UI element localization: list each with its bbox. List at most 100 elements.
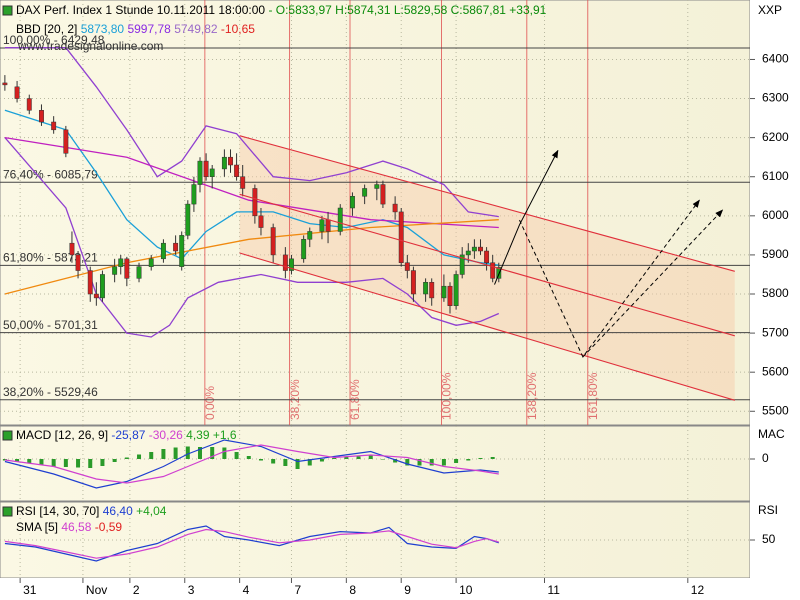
- reading: +1,6: [213, 428, 237, 442]
- histogram-bar: [149, 452, 154, 459]
- price-axis-area: [750, 0, 800, 600]
- reading: 46,40: [103, 504, 133, 518]
- time-level-label: 100,00%: [440, 372, 454, 420]
- header-text: BBD [20, 2] 5873,80 5997,78 5749,82 -10,…: [16, 22, 255, 36]
- candle-body: [429, 282, 435, 299]
- candle-body: [471, 246, 477, 252]
- candle-body: [112, 266, 118, 275]
- axis-label: XXP: [758, 3, 782, 17]
- histogram-bar: [2, 459, 7, 461]
- candle-body: [51, 121, 57, 131]
- panel-header: MACD [12, 26, 9] -25,87 -30,26 4,39 +1,6: [16, 428, 237, 442]
- candle-body: [301, 239, 307, 260]
- candle-body: [203, 160, 209, 177]
- header-text: DAX Perf. Index 1 Stunde 10.11.2011 18:0…: [16, 3, 547, 17]
- reading: 46,58: [61, 520, 91, 534]
- candle-body: [173, 242, 179, 252]
- indicator-line: [4, 47, 499, 218]
- histogram-bar: [173, 447, 178, 459]
- candle-body: [228, 156, 233, 166]
- x-tick-label: 7: [294, 583, 301, 597]
- arrow: [582, 209, 724, 358]
- histogram-bar: [234, 452, 239, 459]
- candle-body: [93, 293, 99, 299]
- y-tick-label: 50: [762, 532, 776, 546]
- fib-label: 76,40% - 6085,79: [3, 167, 98, 181]
- candle-body: [39, 110, 44, 123]
- x-tick-label: 9: [404, 583, 411, 597]
- candle-body: [392, 203, 398, 213]
- y-tick-label: 6300: [762, 91, 789, 105]
- y-tick-label: 6000: [762, 208, 789, 222]
- candle-body: [2, 82, 8, 86]
- histogram-bar: [137, 454, 142, 459]
- histogram-bar: [222, 447, 227, 459]
- axis-label: MAC: [758, 427, 785, 441]
- x-tick-label: 31: [23, 583, 37, 597]
- candle-body: [69, 242, 75, 256]
- reading: -25,87: [111, 428, 145, 442]
- time-axis-area: [0, 578, 750, 600]
- y-tick-label: 6400: [762, 52, 789, 66]
- candle-body: [270, 227, 276, 256]
- candle-body: [496, 267, 502, 279]
- channel-line: [239, 193, 735, 337]
- y-tick-label: 5500: [762, 403, 789, 417]
- x-tick-label: 12: [691, 583, 705, 597]
- panel-header: RSI [14, 30, 70] 46,40 +4,04: [16, 504, 167, 518]
- candle-body: [410, 270, 416, 295]
- header-part: BBD [20, 2]: [16, 22, 77, 36]
- time-level-label: 0,00%: [203, 386, 217, 420]
- time-level-label: 138,20%: [525, 372, 539, 420]
- header-part: DAX Perf. Index 1 Stunde: [16, 3, 154, 17]
- header-part: 5749,82: [174, 22, 218, 36]
- indicator-line: [4, 219, 499, 295]
- candle-body: [148, 258, 154, 267]
- candle-body: [380, 184, 386, 205]
- candle-body: [490, 262, 496, 279]
- candle-body: [75, 254, 81, 271]
- channel-line: [239, 252, 735, 401]
- histogram-bar: [307, 459, 312, 466]
- rsi-line: [4, 528, 499, 559]
- channel-fill: [239, 135, 735, 401]
- histogram-bar: [100, 459, 105, 466]
- candle-body: [221, 156, 227, 170]
- candle-body: [337, 207, 343, 232]
- candle-body: [191, 184, 197, 205]
- candle-body: [63, 129, 69, 154]
- checkbox: [2, 430, 13, 441]
- candle-body: [185, 203, 191, 236]
- histogram-bar: [441, 459, 446, 466]
- candle-body: [349, 196, 355, 209]
- macd-panel: [0, 425, 751, 502]
- histogram-bar: [490, 457, 495, 459]
- candle-body: [209, 168, 215, 177]
- macd-line: [4, 444, 499, 484]
- histogram-bar: [393, 459, 398, 463]
- indicator-label: MACD [12, 26, 9]: [16, 428, 108, 442]
- macd-line: [4, 439, 499, 489]
- x-tick-label: 4: [243, 583, 250, 597]
- histogram-bar: [51, 459, 56, 467]
- histogram-bar: [112, 459, 117, 462]
- histogram-bar: [478, 458, 483, 459]
- y-tick-label: 5900: [762, 247, 789, 261]
- histogram-bar: [417, 459, 422, 466]
- axis-label: RSI: [758, 503, 778, 517]
- candle-body: [160, 242, 166, 260]
- histogram-bar: [76, 459, 81, 468]
- histogram-bar: [39, 459, 44, 465]
- histogram-bar: [185, 446, 190, 459]
- y-tick-label: 6200: [762, 130, 789, 144]
- candle-body: [423, 282, 429, 295]
- candle-body: [240, 176, 246, 189]
- candle-body: [459, 254, 465, 275]
- candle-body: [374, 184, 380, 189]
- y-tick-label: 6100: [762, 169, 789, 183]
- reading: +4,04: [136, 504, 167, 518]
- candle-body: [234, 164, 240, 177]
- candle-body: [197, 160, 203, 185]
- channel-line: [239, 135, 735, 272]
